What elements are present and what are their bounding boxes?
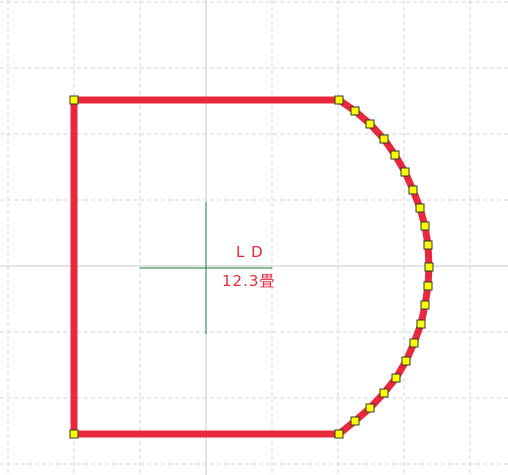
vertex-handle[interactable] [416,319,426,329]
vertex-handles[interactable] [69,95,434,439]
vertex-handle[interactable] [334,429,344,439]
vertex-handle[interactable] [365,119,375,129]
vertex-handle[interactable] [69,429,79,439]
vertex-handle[interactable] [420,300,430,310]
vertex-handle[interactable] [365,403,375,413]
vertex-handle[interactable] [391,373,401,383]
vertex-handle[interactable] [334,95,344,105]
vertex-handle[interactable] [69,95,79,105]
vertex-handle[interactable] [415,203,425,213]
room-walls[interactable] [70,96,433,438]
vertex-handle[interactable] [400,167,410,177]
room-center-crosshair [140,202,272,334]
vertex-handle[interactable] [423,281,433,291]
vertex-handle[interactable] [409,338,419,348]
vertex-handle[interactable] [424,262,434,272]
vertex-handle[interactable] [390,150,400,160]
room-outline-wall[interactable] [70,96,433,438]
vertex-handle[interactable] [423,240,433,250]
vertex-handle[interactable] [401,356,411,366]
vertex-handle[interactable] [350,106,360,116]
vertex-handle[interactable] [379,388,389,398]
room-name-label[interactable]: L D [236,243,264,261]
vertex-handle[interactable] [408,185,418,195]
vertex-handle[interactable] [420,221,430,231]
room-area-label[interactable]: 12.3畳 [222,272,276,290]
vertex-handle[interactable] [379,134,389,144]
vertex-handle[interactable] [350,416,360,426]
